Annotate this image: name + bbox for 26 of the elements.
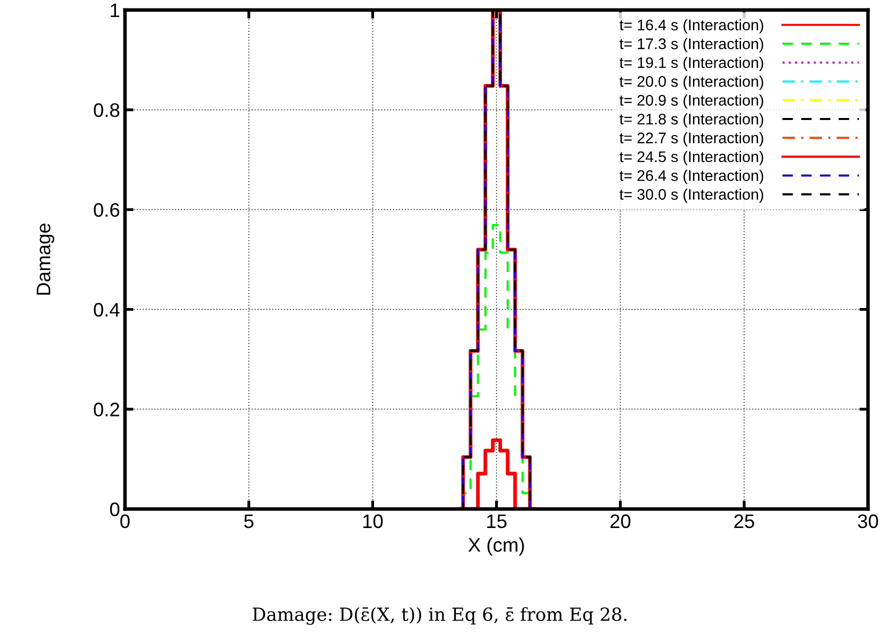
text: Damage: D(ε̄(X, t)) in Eq 6, ε̄ from Eq 28. — [252, 607, 627, 625]
x-tick-label: 30 — [858, 514, 878, 528]
legend-label: t= 16.4 s (Interaction) — [620, 19, 764, 34]
y-axis-title: Damage — [36, 224, 54, 295]
legend-label: t= 20.0 s (Interaction) — [620, 76, 764, 90]
x-tick-label: 0 — [120, 514, 130, 528]
legend-label: t= 19.1 s (Interaction) — [620, 56, 764, 72]
y-tick-label: 0.4 — [94, 302, 120, 317]
x-tick-label: 10 — [363, 514, 383, 528]
x-axis-title: X (cm) — [468, 538, 524, 556]
legend-label: t= 17.3 s (Interaction) — [620, 38, 764, 52]
x-tick-label: 15 — [487, 514, 506, 528]
legend-label: t= 20.9 s (Interaction) — [620, 94, 764, 109]
x-tick-label: 5 — [244, 514, 254, 528]
x-tick-label: 20 — [610, 514, 630, 528]
legend-label: t= 26.4 s (Interaction) — [620, 170, 764, 184]
y-tick-label: 1 — [110, 4, 120, 18]
x-tick-label: 25 — [734, 514, 754, 528]
legend-label: t= 21.8 s (Interaction) — [620, 113, 764, 128]
y-tick-label: 0 — [110, 502, 120, 516]
y-tick-label: 0.8 — [94, 103, 120, 118]
legend-label: t= 22.7 s (Interaction) — [620, 132, 764, 146]
y-tick-label: 0.6 — [94, 203, 120, 217]
legend-label: t= 24.5 s (Interaction) — [620, 150, 764, 166]
y-tick-label: 0.2 — [94, 402, 120, 416]
legend-label: t= 30.0 s (Interaction) — [620, 188, 764, 203]
